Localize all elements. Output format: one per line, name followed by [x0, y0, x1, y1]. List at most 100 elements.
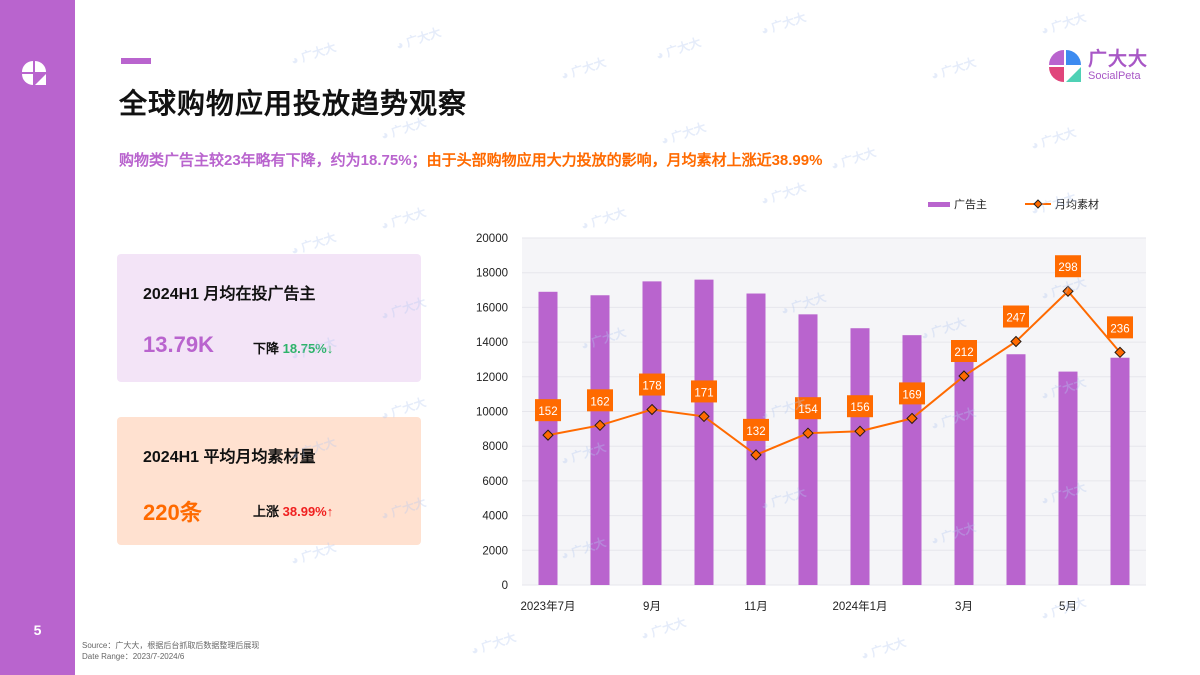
line-marker-icon	[1062, 285, 1074, 297]
subtitle-advertisers: 购物类广告主较23年略有下降，约为18.75%；	[119, 152, 427, 169]
chart-legend: 广告主 月均素材	[928, 196, 1137, 212]
creatives-kpi-card: 2024H1 平均月均素材量 220条 上涨 38.99%↑	[117, 417, 421, 545]
legend-item-advertisers: 广告主	[928, 196, 987, 212]
data-label-box	[1003, 305, 1029, 328]
x-tick-label: 3月	[955, 601, 973, 613]
kpi-change-label: 下降	[253, 341, 280, 356]
data-label-box	[899, 382, 925, 405]
data-label-box	[587, 389, 613, 412]
line-marker-icon	[1114, 346, 1126, 359]
kpi-title: 2024H1 平均月均素材量	[143, 449, 316, 466]
brand-logo: 广大大 SocialPeta	[1048, 49, 1148, 83]
footer-notes: Source：广大大，根据后台抓取后数据整理后展现 Date Range：202…	[82, 640, 259, 662]
data-label: 169	[902, 389, 921, 401]
data-label-box	[691, 380, 717, 403]
bar-advertisers	[590, 295, 610, 585]
data-label: 132	[746, 426, 765, 438]
brand-name-en: SocialPeta	[1088, 70, 1141, 82]
kpi-value: 220条	[143, 500, 202, 525]
bar-advertisers	[902, 335, 922, 585]
y-tick-label: 14000	[476, 337, 508, 349]
data-label: 154	[798, 404, 818, 416]
data-label: 162	[590, 396, 609, 408]
line-marker-icon	[854, 425, 866, 437]
data-label-box	[1055, 255, 1081, 278]
data-label-box	[795, 397, 821, 420]
data-label-box	[951, 340, 977, 363]
watermark-text: ◕ 广大大	[469, 630, 518, 658]
date-range-note: Date Range：2023/7-2024/6	[82, 652, 185, 661]
bar-advertisers	[1058, 371, 1078, 585]
subtitle-creatives: 由于头部购物应用大力投放的影响，月均素材上涨近38.99%	[426, 152, 823, 169]
quad-petal-logo-icon	[22, 61, 46, 85]
data-label: 152	[538, 406, 557, 418]
x-tick-label: 2024年1月	[833, 599, 888, 613]
kpi-change-pct: 18.75%↓	[282, 341, 334, 356]
y-tick-label: 12000	[476, 372, 508, 384]
watermark-text: ◕ 广大大	[1029, 125, 1078, 153]
y-tick-label: 16000	[476, 302, 508, 314]
data-label: 298	[1058, 262, 1077, 274]
page-subtitle: 购物类广告主较23年略有下降，约为18.75%；由于头部购物应用大力投放的影响，…	[119, 149, 822, 170]
combo-chart: 0 2000 4000 6000 8000 10000 12000 14000 16000 180…	[476, 233, 1146, 613]
legend-label: 广告主	[954, 199, 987, 211]
data-label: 178	[642, 381, 661, 393]
bar-advertisers	[1110, 357, 1130, 585]
data-label: 247	[1006, 313, 1025, 325]
line-marker-icon	[698, 410, 710, 423]
kpi-change-label: 上涨	[253, 504, 280, 519]
line-marker-icon	[1010, 335, 1022, 348]
legend-label: 月均素材	[1055, 199, 1099, 211]
watermark-text: ◕ 广大大	[289, 40, 338, 68]
line-marker-swatch-icon	[1025, 199, 1051, 209]
line-marker-icon	[646, 403, 658, 416]
line-marker-icon	[594, 419, 606, 432]
y-tick-label: 0	[502, 580, 508, 592]
kpi-title: 2024H1 月均在投广告主	[143, 286, 316, 303]
sidebar: 5	[0, 0, 75, 675]
watermark-text: ◕ 广大大	[559, 55, 608, 83]
bar-advertisers	[694, 279, 714, 585]
bar-advertisers	[1006, 354, 1026, 585]
bar-advertisers	[642, 281, 662, 585]
bar-advertisers	[798, 314, 818, 585]
socialpeta-logo-icon	[1049, 50, 1081, 82]
x-tick-label: 2023年7月	[521, 599, 576, 613]
data-label: 171	[694, 387, 713, 399]
watermark-text: ◕ 广大大	[829, 145, 878, 173]
bar-advertisers	[850, 328, 870, 585]
advertisers-kpi-card: 2024H1 月均在投广告主 13.79K 下降 18.75%↓	[117, 254, 421, 382]
kpi-change-pct: 38.99%↑	[282, 504, 334, 519]
y-tick-label: 20000	[476, 233, 508, 245]
x-tick-label: 9月	[643, 601, 661, 613]
data-label: 156	[850, 402, 869, 414]
line-marker-icon	[802, 427, 814, 439]
watermark-text: ◕ 广大大	[654, 35, 703, 63]
y-tick-label: 10000	[476, 407, 508, 419]
watermark-text: ◕ 广大大	[859, 635, 908, 663]
y-tick-label: 4000	[482, 511, 508, 523]
kpi-value: 13.79K	[143, 332, 214, 357]
line-creatives	[547, 289, 1121, 457]
line-marker-icon	[906, 412, 918, 425]
data-label-box	[743, 418, 769, 441]
kpi-change: 上涨 38.99%↑	[253, 501, 333, 520]
watermark-text: ◕ 广大大	[379, 205, 428, 233]
y-tick-label: 18000	[476, 268, 508, 280]
data-label-box	[1107, 316, 1133, 339]
data-label: 236	[1110, 323, 1129, 335]
source-note: Source：广大大，根据后台抓取后数据整理后展现	[82, 641, 260, 650]
legend-item-creatives: 月均素材	[1025, 196, 1099, 212]
bar-swatch-icon	[928, 201, 950, 207]
data-label-box	[847, 395, 873, 418]
watermark-text: ◕ 广大大	[929, 55, 978, 83]
bar-advertisers	[954, 340, 974, 585]
watermark-text: ◕ 广大大	[759, 180, 808, 208]
y-tick-label: 6000	[482, 476, 508, 488]
watermark-text: ◕ 广大大	[659, 120, 708, 148]
watermark-text: ◕ 广大大	[759, 10, 808, 38]
line-marker-icon	[750, 449, 762, 461]
line-marker-icon	[542, 429, 554, 441]
line-marker-icon	[958, 370, 970, 382]
kpi-change: 下降 18.75%↓	[253, 338, 333, 357]
